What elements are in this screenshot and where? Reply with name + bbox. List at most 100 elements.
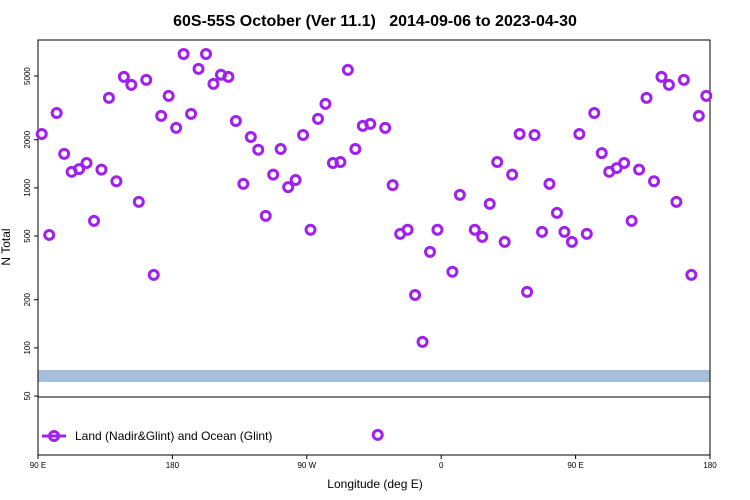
- x-tick-label: 180: [703, 461, 717, 470]
- point: [95, 163, 108, 176]
- chart-title: 60S-55S October (Ver 11.1) 2014-09-06 to…: [173, 13, 577, 30]
- point: [341, 63, 354, 76]
- y-tick-label: 5000: [23, 67, 32, 85]
- point: [633, 163, 646, 176]
- point: [655, 70, 668, 83]
- point: [483, 197, 496, 210]
- point: [177, 47, 190, 60]
- point: [446, 265, 459, 278]
- point: [155, 109, 168, 122]
- point: [662, 78, 675, 91]
- point: [312, 112, 324, 125]
- point: [43, 228, 56, 241]
- y-tick-label: 500: [23, 229, 32, 243]
- point: [670, 195, 683, 208]
- x-tick-label: 90 E: [567, 461, 583, 470]
- point: [170, 121, 183, 134]
- point: [319, 97, 332, 110]
- point: [528, 129, 541, 142]
- y-tick-label: 2000: [23, 130, 32, 148]
- y-axis-label: N Total: [0, 228, 13, 265]
- point: [618, 157, 631, 170]
- point: [558, 225, 571, 238]
- point: [140, 73, 153, 86]
- point: [588, 106, 601, 119]
- point: [648, 175, 660, 188]
- x-axis-label: Longitude (deg E): [327, 477, 422, 491]
- y-tick-label: 100: [23, 341, 32, 355]
- point: [88, 214, 100, 227]
- point: [110, 175, 123, 188]
- point: [543, 177, 556, 190]
- y-tick-label: 50: [23, 391, 32, 400]
- point: [222, 70, 235, 83]
- point: [207, 77, 220, 90]
- point: [274, 142, 287, 155]
- point: [550, 206, 563, 219]
- point: [424, 245, 436, 258]
- point: [506, 168, 519, 181]
- x-tick-label: 90 W: [297, 461, 316, 470]
- point: [58, 147, 71, 160]
- point: [476, 230, 489, 243]
- point: [192, 62, 205, 75]
- point: [252, 143, 265, 156]
- y-tick-label: 200: [23, 292, 32, 306]
- x-tick-label: 90 E: [30, 461, 46, 470]
- point: [185, 107, 198, 120]
- point: [468, 223, 481, 236]
- point: [416, 335, 429, 348]
- point: [132, 195, 145, 208]
- point: [334, 156, 347, 169]
- point: [685, 268, 698, 281]
- point: [244, 130, 257, 143]
- point: [267, 168, 280, 181]
- point: [80, 157, 93, 170]
- point: [304, 223, 317, 236]
- x-tick-label: 180: [166, 461, 180, 470]
- point: [595, 147, 608, 160]
- point: [498, 235, 511, 248]
- point: [431, 223, 444, 236]
- point: [521, 285, 534, 298]
- point: [573, 128, 586, 141]
- point: [162, 89, 175, 102]
- point: [237, 177, 250, 190]
- frame: [37, 39, 711, 456]
- point: [73, 163, 86, 176]
- point: [297, 129, 310, 142]
- point: [625, 214, 638, 227]
- point: [401, 223, 414, 236]
- point: [491, 156, 504, 169]
- point: [386, 179, 399, 192]
- point: [35, 128, 48, 141]
- point: [289, 174, 302, 187]
- point: [409, 289, 422, 302]
- point: [453, 188, 466, 201]
- point: [513, 128, 526, 141]
- point: [259, 209, 272, 222]
- point: [379, 121, 392, 134]
- point: [640, 91, 653, 104]
- point: [349, 142, 362, 155]
- point: [580, 227, 593, 240]
- point: [700, 89, 713, 102]
- point: [282, 181, 295, 194]
- point: [371, 428, 384, 441]
- point: [692, 109, 705, 122]
- point: [677, 73, 690, 86]
- point: [50, 106, 63, 119]
- legend-label: Land (Nadir&Glint) and Ocean (Glint): [75, 429, 272, 443]
- point: [364, 117, 377, 130]
- point: [125, 78, 138, 91]
- point: [229, 114, 242, 127]
- band: [38, 370, 710, 382]
- point: [536, 225, 548, 238]
- x-tick-label: 0: [439, 461, 444, 470]
- point: [102, 91, 115, 104]
- point: [200, 47, 212, 60]
- legend-marker: [48, 430, 60, 442]
- point: [565, 235, 578, 248]
- point: [147, 268, 160, 281]
